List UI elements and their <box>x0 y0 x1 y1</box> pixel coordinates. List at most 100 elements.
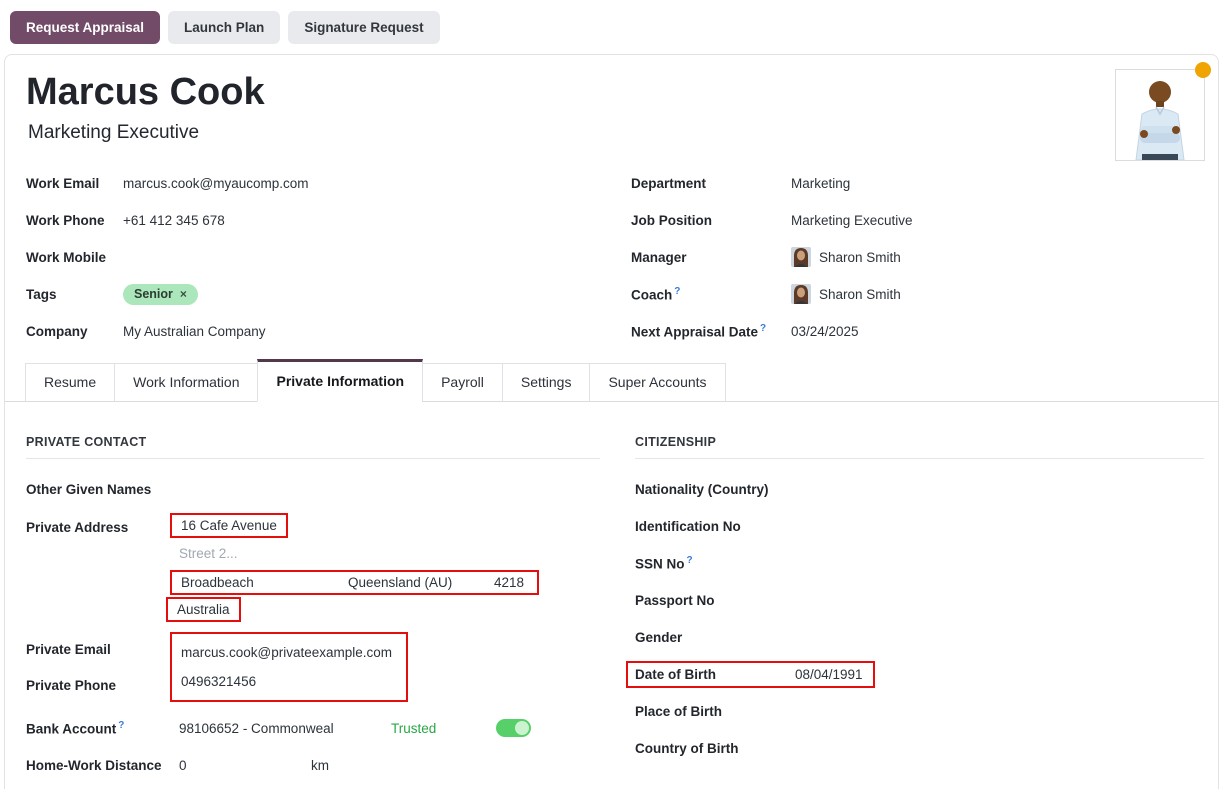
tab-settings[interactable]: Settings <box>501 362 591 402</box>
next-appraisal-help-icon: ? <box>760 322 767 334</box>
tab-work-information[interactable]: Work Information <box>114 362 259 402</box>
job-position-label: Job Position <box>631 212 712 228</box>
launch-plan-button[interactable]: Launch Plan <box>168 10 281 44</box>
private-email-label: Private Email <box>26 641 111 657</box>
ssn-label: SSN No? <box>635 554 693 572</box>
private-email-input[interactable]: marcus.cook@privateexample.com <box>181 644 393 660</box>
citizenship-section: CITIZENSHIP Nationality (Country) Identi… <box>626 435 1204 784</box>
city-input[interactable]: Broadbeach <box>181 574 254 590</box>
field-row-date-of-birth: Date of Birth 08/04/1991 <box>626 656 1204 693</box>
field-row-private-address: Private Address 16 Cafe Avenue Street 2.… <box>26 512 600 624</box>
notebook-tabs: Resume Work Information Private Informat… <box>5 358 1218 402</box>
coach-value[interactable]: Sharon Smith <box>819 286 901 302</box>
manager-value[interactable]: Sharon Smith <box>819 249 901 265</box>
private-phone-input[interactable]: 0496321456 <box>181 673 257 689</box>
employee-job-title[interactable]: Marketing Executive <box>28 121 200 143</box>
field-row-job-position: Job Position Marketing Executive <box>631 202 1218 239</box>
dob-value[interactable]: 08/04/1991 <box>795 666 863 682</box>
statusbar: Request Appraisal Launch Plan Signature … <box>0 0 1219 54</box>
identification-label: Identification No <box>635 518 741 534</box>
tag-senior[interactable]: Senior × <box>123 283 198 305</box>
tab-super-accounts[interactable]: Super Accounts <box>589 362 726 402</box>
bank-account-value[interactable]: 98106652 - Commonweal <box>179 720 334 736</box>
tab-private-information[interactable]: Private Information <box>257 358 424 402</box>
citizenship-title: CITIZENSHIP <box>635 435 1204 459</box>
trusted-toggle[interactable] <box>496 719 531 738</box>
overview-right-column: Department Marketing Job Position Market… <box>631 165 1218 350</box>
field-row-ssn: SSN No? <box>635 545 1204 582</box>
work-mobile-label: Work Mobile <box>26 249 107 265</box>
home-work-distance-label: Home-Work Distance <box>26 757 162 773</box>
field-row-work-mobile: Work Mobile <box>26 239 631 276</box>
place-of-birth-label: Place of Birth <box>635 703 723 719</box>
zip-input[interactable]: 4218 <box>494 574 525 590</box>
tag-senior-label: Senior <box>134 286 173 301</box>
company-value[interactable]: My Australian Company <box>123 323 266 339</box>
private-contact-title: PRIVATE CONTACT <box>26 435 600 459</box>
work-phone-label: Work Phone <box>26 212 105 228</box>
other-given-names-label: Other Given Names <box>26 481 152 497</box>
field-row-manager: Manager Sharon Smith <box>631 239 1218 276</box>
street2-input[interactable]: Street 2... <box>179 546 238 562</box>
bank-account-label: Bank Account? <box>26 719 125 737</box>
field-rows-private-email-phone: Private Email Private Phone marcus.cook@… <box>26 631 600 704</box>
company-label: Company <box>26 323 88 339</box>
tab-resume[interactable]: Resume <box>25 362 116 402</box>
employee-photo-image <box>1116 70 1204 161</box>
request-appraisal-button[interactable]: Request Appraisal <box>10 10 161 44</box>
field-row-home-work-distance: Home-Work Distance 0 km <box>26 747 600 784</box>
home-work-distance-unit: km <box>311 757 329 773</box>
field-row-passport: Passport No <box>635 582 1204 619</box>
home-work-distance-value[interactable]: 0 <box>179 757 187 773</box>
employee-photo[interactable] <box>1115 62 1211 161</box>
field-row-coach: Coach? Sharon Smith <box>631 276 1218 313</box>
job-position-value[interactable]: Marketing Executive <box>791 212 913 228</box>
private-contact-section: PRIVATE CONTACT Other Given Names Privat… <box>26 435 600 784</box>
private-information-content: PRIVATE CONTACT Other Given Names Privat… <box>5 402 1218 784</box>
bank-account-help-icon: ? <box>118 719 125 731</box>
work-email-value[interactable]: marcus.cook@myaucomp.com <box>123 175 309 191</box>
field-row-company: Company My Australian Company <box>26 313 631 350</box>
toggle-knob-icon <box>515 721 529 736</box>
country-annotation-box: Australia <box>166 596 241 622</box>
work-phone-value[interactable]: +61 412 345 678 <box>123 212 225 228</box>
private-phone-label: Private Phone <box>26 677 117 693</box>
ssn-help-icon: ? <box>686 554 693 566</box>
dob-annotation-box: Date of Birth 08/04/1991 <box>626 660 875 688</box>
signature-request-button[interactable]: Signature Request <box>288 10 440 44</box>
department-value[interactable]: Marketing <box>791 175 851 191</box>
nationality-label: Nationality (Country) <box>635 481 769 497</box>
overview-left-column: Work Email marcus.cook@myaucomp.com Work… <box>26 165 631 350</box>
department-label: Department <box>631 175 707 191</box>
field-row-country-of-birth: Country of Birth <box>635 730 1204 767</box>
field-row-work-phone: Work Phone +61 412 345 678 <box>26 202 631 239</box>
country-input[interactable]: Australia <box>177 601 230 617</box>
field-row-next-appraisal: Next Appraisal Date? 03/24/2025 <box>631 313 1218 350</box>
next-appraisal-label: Next Appraisal Date? <box>631 322 767 340</box>
street-input[interactable]: 16 Cafe Avenue <box>181 517 277 533</box>
gender-label: Gender <box>635 629 683 645</box>
next-appraisal-value[interactable]: 03/24/2025 <box>791 323 859 339</box>
city-state-zip-annotation-box: Broadbeach Queensland (AU) 4218 <box>170 569 539 595</box>
coach-label: Coach? <box>631 285 681 303</box>
trusted-label: Trusted <box>391 720 437 736</box>
field-row-gender: Gender <box>635 619 1204 656</box>
street-annotation-box: 16 Cafe Avenue <box>170 512 288 538</box>
private-address-block: 16 Cafe Avenue Street 2... Broadbeach Qu… <box>166 512 539 624</box>
tab-payroll[interactable]: Payroll <box>422 362 503 402</box>
manager-label: Manager <box>631 249 687 265</box>
manager-avatar <box>791 247 811 268</box>
overview-grid: Work Email marcus.cook@myaucomp.com Work… <box>26 165 1218 350</box>
tag-remove-icon[interactable]: × <box>179 286 187 301</box>
field-row-nationality: Nationality (Country) <box>635 471 1204 508</box>
state-input[interactable]: Queensland (AU) <box>348 574 453 590</box>
coach-avatar <box>791 284 811 305</box>
country-of-birth-label: Country of Birth <box>635 740 739 756</box>
private-address-label: Private Address <box>26 519 129 535</box>
field-row-work-email: Work Email marcus.cook@myaucomp.com <box>26 165 631 202</box>
passport-label: Passport No <box>635 592 715 608</box>
field-row-tags: Tags Senior × <box>26 276 631 313</box>
field-row-bank-account: Bank Account? 98106652 - Commonweal Trus… <box>26 710 600 747</box>
employee-name[interactable]: Marcus Cook <box>26 71 265 113</box>
work-email-label: Work Email <box>26 175 100 191</box>
